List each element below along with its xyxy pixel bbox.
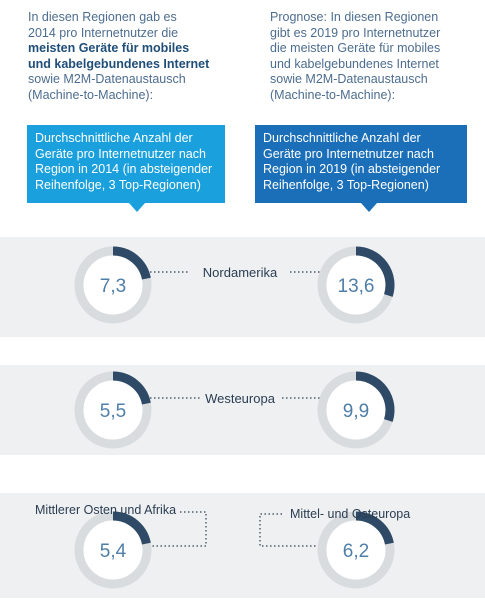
ring-arc-2014-3: [112, 511, 151, 545]
value-label-2019-2: 9,9: [343, 401, 369, 422]
callout-2019-pointer: [361, 203, 377, 212]
value-label-2014-1: 7,3: [100, 276, 126, 297]
ring-arc-2019-2: [355, 371, 395, 422]
region-label-1: Nordamerika: [203, 265, 278, 280]
value-label-2014-3: 5,4: [100, 541, 127, 562]
value-label-2014-2: 5,5: [100, 401, 126, 422]
ring-arc-2019-3: [355, 511, 394, 545]
intro-2014: In diesen Regionen gab es 2014 pro Inter…: [28, 10, 210, 102]
ring-arc-2014-1: [112, 246, 151, 280]
ring-arc-2019-1: [355, 246, 395, 297]
callout-2019: Durchschnittliche Anzahl der Geräte pro …: [255, 125, 467, 212]
connector-mittlerer-osten: [150, 511, 207, 547]
intro-2019: Prognose: In diesen Regionen gibt es 201…: [270, 10, 441, 102]
connector-mittel-osteuropa: [259, 513, 320, 547]
region-label-2: Westeuropa: [205, 391, 276, 406]
value-label-2019-1: 13,6: [338, 276, 375, 297]
region-label-2014-third: Mittlerer Osten und Afrika: [35, 503, 176, 517]
callout-2014: Durchschnittliche Anzahl der Geräte pro …: [27, 125, 225, 212]
callout-2014-pointer: [129, 203, 145, 212]
value-label-2019-3: 6,2: [343, 541, 369, 562]
ring-arc-2014-2: [112, 371, 151, 405]
region-label-2019-third: Mittel- und Osteuropa: [290, 507, 410, 521]
